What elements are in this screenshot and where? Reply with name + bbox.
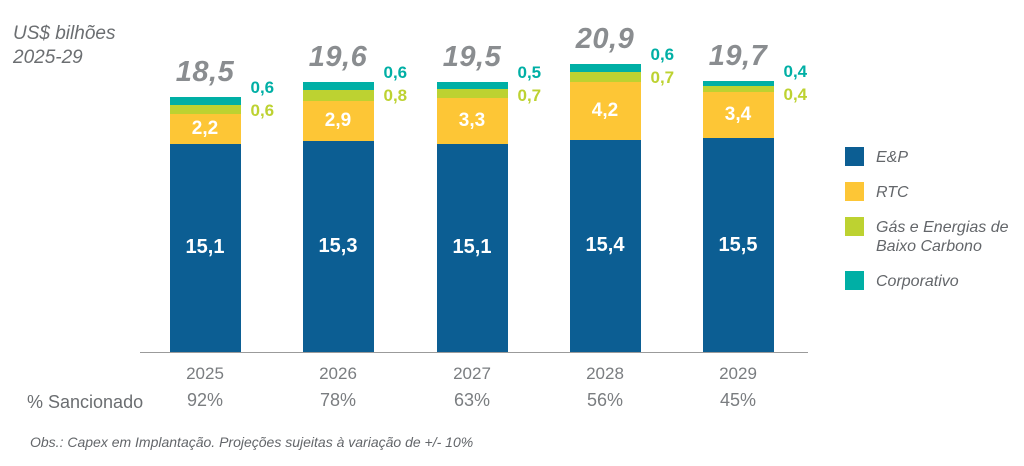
sanctioned-2029: 45%	[719, 390, 757, 410]
bar-2026-segment-rtc: 2,9	[302, 101, 374, 142]
sanctioned-2026: 78%	[319, 390, 357, 410]
bar-2027-total: 19,5	[442, 40, 502, 73]
legend-item-rtc: RTC	[845, 182, 1009, 202]
chart-unit-line2: 2025-29	[13, 47, 83, 68]
chart-unit-label: US$ bilhões 2025-29	[13, 22, 115, 70]
bar-2025-segment-g-s-e-energias-de-baixo-carbono	[169, 105, 241, 114]
x-tick-2025: 2025	[186, 364, 224, 383]
bar-2026-segment-g-s-e-energias-de-baixo-carbono	[302, 90, 374, 102]
legend-swatch-rtc	[845, 182, 864, 201]
legend-item-corporativo: Corporativo	[845, 271, 1009, 291]
legend-label-g-s-e-energias-de-baixo-carbono: Gás e Energias de Baixo Carbono	[876, 219, 1009, 255]
sanctioned-row-label: % Sancionado	[27, 392, 144, 412]
bar-2025-value-g-s-e-energias-de-baixo-carbono: 0,6	[250, 101, 275, 121]
legend-label-rtc: RTC	[876, 184, 909, 201]
bar-2025-value-rtc: 2,2	[191, 117, 219, 139]
bar-2027-segment-g-s-e-energias-de-baixo-carbono	[436, 88, 508, 99]
bar-2029-segment-e-p: 15,5	[702, 138, 774, 352]
x-axis-line	[140, 352, 808, 353]
bar-2027-value-rtc: 3,3	[458, 110, 486, 132]
bar-2028-segment-g-s-e-energias-de-baixo-carbono	[569, 72, 641, 82]
bar-2028-value-rtc: 4,2	[591, 99, 619, 121]
x-tick-2027: 2027	[453, 364, 491, 383]
bar-2026-value-corporativo: 0,6	[383, 62, 408, 82]
bar-2026-segment-corporativo	[302, 81, 374, 91]
x-tick-2028: 2028	[586, 364, 624, 383]
bar-2028-segment-e-p: 15,4	[569, 139, 641, 352]
legend-label-e-p: E&P	[876, 149, 909, 166]
bar-2028-total: 20,9	[575, 22, 635, 55]
bar-2026-segment-e-p: 15,3	[302, 141, 374, 352]
bar-2029-segment-g-s-e-energias-de-baixo-carbono	[702, 86, 774, 92]
bar-2028-value-corporativo: 0,6	[650, 44, 675, 64]
bar-2029-value-rtc: 3,4	[724, 103, 752, 125]
chart-unit-line1: US$ bilhões	[13, 23, 116, 44]
bar-2027-segment-e-p: 15,1	[436, 143, 508, 352]
bar-2027-value-e-p: 15,1	[452, 236, 492, 259]
bar-2026-value-e-p: 15,3	[318, 235, 358, 258]
legend-swatch-corporativo	[845, 271, 864, 290]
bar-2028-value-g-s-e-energias-de-baixo-carbono: 0,7	[650, 67, 675, 87]
legend-swatch-g-s-e-energias-de-baixo-carbono	[845, 217, 864, 236]
bar-2028-segment-corporativo	[569, 63, 641, 73]
bar-2028-value-e-p: 15,4	[585, 234, 625, 257]
bar-2028-segment-rtc: 4,2	[569, 81, 641, 140]
bar-2025-value-e-p: 15,1	[185, 236, 225, 259]
bar-2026-total: 19,6	[308, 40, 368, 73]
bar-2025-segment-rtc: 2,2	[169, 113, 241, 144]
legend-item-g-s-e-energias-de-baixo-carbono: Gás e Energias de Baixo Carbono	[845, 217, 1009, 256]
sanctioned-2027: 63%	[453, 390, 491, 410]
x-tick-2029: 2029	[719, 364, 757, 383]
bar-2029-segment-rtc: 3,4	[702, 91, 774, 139]
bar-2025-segment-e-p: 15,1	[169, 143, 241, 352]
bar-2027-segment-corporativo	[436, 81, 508, 89]
legend-item-e-p: E&P	[845, 147, 1009, 167]
x-tick-2026: 2026	[319, 364, 357, 383]
bar-2025-value-corporativo: 0,6	[250, 78, 275, 98]
bar-2026-value-rtc: 2,9	[324, 110, 352, 132]
footnote: Obs.: Capex em Implantação. Projeções su…	[30, 434, 474, 450]
bar-2029-segment-corporativo	[702, 80, 774, 87]
legend-label-corporativo: Corporativo	[876, 273, 959, 290]
sanctioned-2028: 56%	[586, 390, 624, 410]
sanctioned-2025: 92%	[186, 390, 224, 410]
bar-2029-value-g-s-e-energias-de-baixo-carbono: 0,4	[783, 84, 808, 104]
bar-2027-value-corporativo: 0,5	[517, 62, 542, 82]
bar-2027-value-g-s-e-energias-de-baixo-carbono: 0,7	[517, 85, 542, 105]
bar-2027-segment-rtc: 3,3	[436, 98, 508, 144]
bar-2029-total: 19,7	[708, 39, 768, 72]
bar-2026-value-g-s-e-energias-de-baixo-carbono: 0,8	[383, 85, 408, 105]
bar-2025-segment-corporativo	[169, 97, 241, 106]
legend: E&P RTC Gás e Energias de Baixo Carbono Cor…	[845, 147, 1009, 291]
legend-swatch-e-p	[845, 147, 864, 166]
bar-2029-value-corporativo: 0,4	[783, 61, 808, 81]
bar-2029-value-e-p: 15,5	[718, 233, 758, 256]
bar-2025-total: 18,5	[175, 56, 235, 89]
